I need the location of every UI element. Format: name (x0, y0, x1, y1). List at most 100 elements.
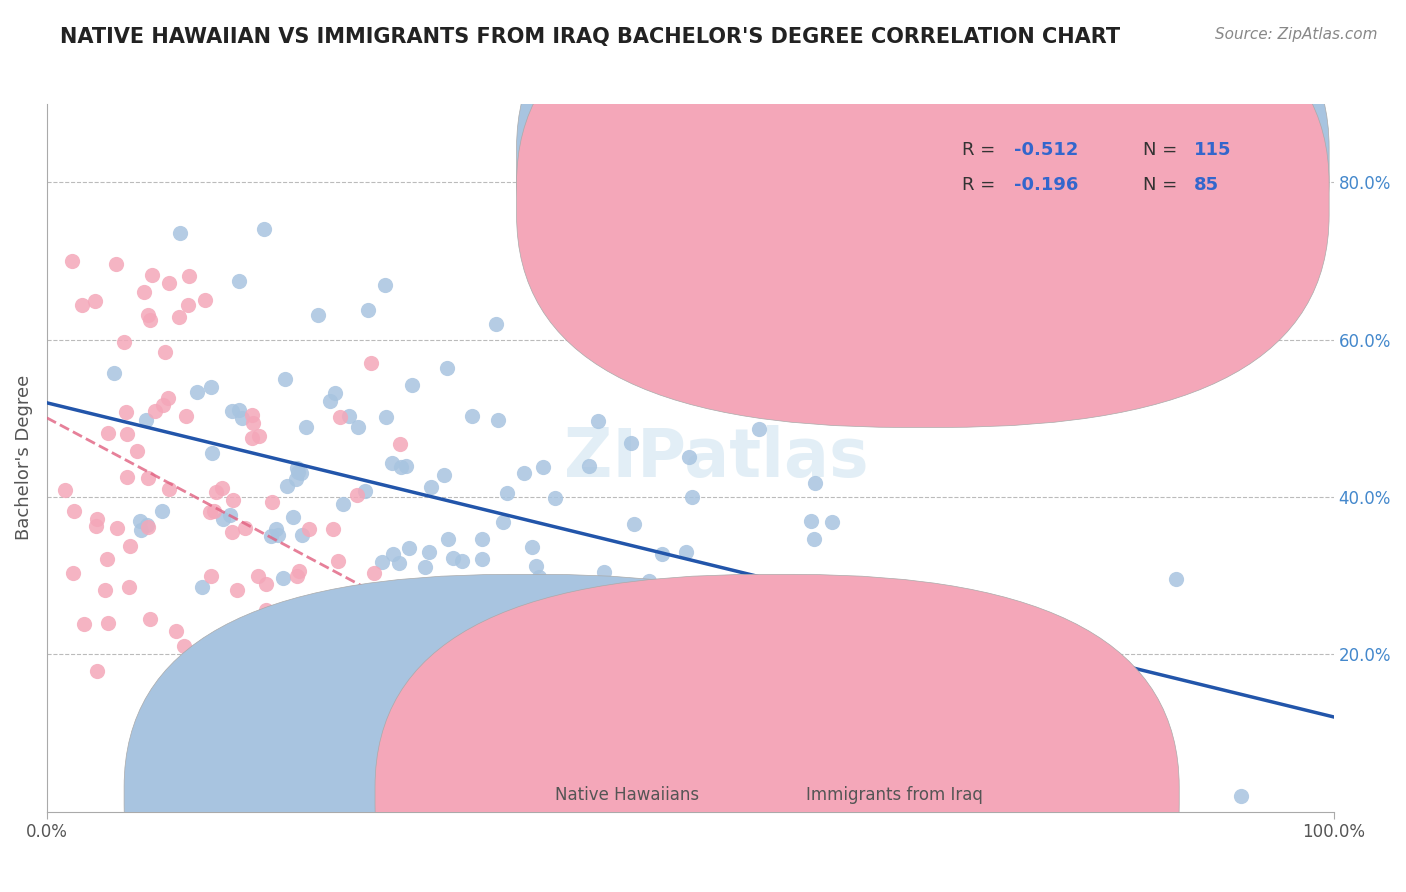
Point (730, 681, 752, 695)
Point (803, 533, 825, 547)
Point (801, 657, 824, 671)
Point (544, 491, 567, 506)
Point (364, 632, 387, 647)
Point (254, 577, 277, 591)
Point (451, 554, 474, 568)
Text: Native Hawaiians: Native Hawaiians (555, 786, 699, 805)
Point (492, 626, 515, 640)
Point (281, 510, 304, 524)
Point (401, 377, 423, 392)
FancyBboxPatch shape (877, 125, 1315, 210)
Point (675, 545, 697, 559)
Point (86, 512, 108, 526)
Point (205, 484, 228, 499)
Point (623, 516, 645, 531)
Point (221, 404, 243, 418)
Point (681, 491, 703, 505)
Point (112, 334, 135, 349)
Point (231, 411, 253, 425)
Text: -0.512: -0.512 (1014, 141, 1078, 159)
Point (391, 460, 413, 475)
Point (821, 515, 844, 529)
Point (651, 547, 673, 561)
Point (398, 541, 420, 556)
Point (247, 429, 270, 443)
Point (94, 582, 117, 597)
Point (103, 366, 125, 380)
Point (323, 386, 346, 401)
Point (298, 685, 321, 699)
Point (242, 416, 264, 430)
Point (298, 522, 321, 536)
Point (633, 656, 655, 670)
Point (228, 691, 250, 706)
Point (239, 672, 262, 686)
Point (952, 658, 974, 673)
Point (53, 483, 76, 498)
Point (114, 405, 136, 419)
Point (139, 312, 162, 326)
Point (471, 532, 494, 546)
FancyBboxPatch shape (516, 0, 1329, 392)
Point (326, 554, 349, 568)
Point (285, 461, 308, 475)
Point (294, 420, 316, 434)
Point (434, 639, 457, 653)
Point (167, 310, 190, 325)
Text: N =: N = (1143, 176, 1182, 194)
Point (678, 450, 700, 465)
Point (565, 617, 588, 632)
Point (86, 664, 108, 678)
Point (486, 412, 509, 426)
Point (115, 427, 138, 442)
Point (159, 482, 181, 496)
Point (150, 503, 173, 517)
Point (343, 591, 366, 605)
Point (461, 409, 484, 423)
Point (332, 498, 354, 512)
Point (156, 391, 179, 405)
Point (271, 571, 294, 585)
Point (381, 456, 404, 470)
Point (307, 309, 329, 323)
Point (254, 725, 277, 739)
Point (633, 625, 655, 640)
Point (62, 504, 84, 518)
Point (136, 520, 159, 534)
Point (357, 302, 380, 317)
Point (233, 520, 256, 534)
Point (201, 446, 224, 460)
Point (412, 612, 434, 626)
Point (169, 227, 191, 241)
Point (228, 402, 250, 417)
Point (291, 528, 314, 542)
Point (70, 298, 93, 312)
Point (264, 522, 287, 536)
Point (240, 432, 263, 446)
Point (139, 612, 162, 626)
Point (200, 569, 222, 583)
Text: -0.196: -0.196 (1014, 176, 1078, 194)
Point (374, 277, 396, 292)
Point (922, 660, 945, 674)
Point (285, 472, 308, 486)
Point (186, 385, 208, 400)
Point (529, 570, 551, 584)
Point (259, 529, 281, 543)
Point (260, 495, 283, 509)
Point (578, 624, 600, 639)
Point (173, 639, 195, 653)
Point (419, 480, 441, 494)
Point (285, 569, 308, 583)
Point (287, 565, 309, 579)
Point (322, 522, 344, 536)
Point (800, 514, 823, 528)
Point (136, 518, 159, 533)
FancyBboxPatch shape (516, 0, 1329, 427)
Point (238, 634, 260, 648)
Point (433, 468, 456, 483)
Point (198, 505, 221, 519)
Point (128, 514, 150, 528)
Point (495, 635, 517, 649)
Point (228, 274, 250, 288)
